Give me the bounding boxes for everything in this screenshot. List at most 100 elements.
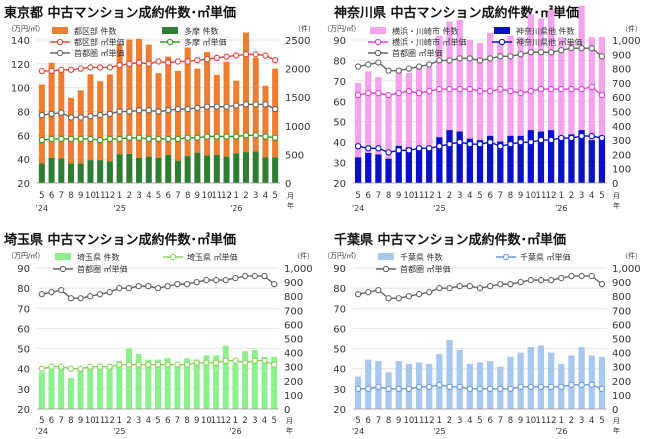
bar-2 — [126, 153, 133, 183]
x-axis-label: 年 — [286, 426, 293, 434]
right-tick-label: 500 — [612, 108, 631, 119]
bar-1 — [375, 77, 382, 155]
left-tick-label: 70 — [333, 304, 346, 315]
bar-1 — [222, 345, 229, 409]
bar-2 — [405, 147, 413, 183]
left-tick-label: 90 — [333, 36, 346, 47]
left-tick-label: 80 — [17, 108, 30, 119]
bar-1 — [446, 339, 453, 409]
line-point-1 — [405, 87, 413, 95]
x-tick-label: 4 — [263, 191, 268, 201]
line-point-2 — [145, 282, 152, 290]
line-point-3 — [385, 67, 392, 74]
line-point-3 — [174, 105, 182, 113]
bar-2 — [497, 141, 504, 183]
line-point-2 — [262, 133, 269, 140]
line-point-2 — [456, 138, 463, 146]
bar-2 — [252, 151, 259, 183]
bar-1 — [547, 352, 555, 409]
line-point-1 — [48, 363, 55, 370]
x-tick-label: 12 — [424, 416, 435, 426]
x-tick-label: 10 — [201, 416, 212, 426]
line-point-1 — [67, 66, 75, 73]
bar-1 — [174, 70, 181, 161]
x-tick-label: 1 — [117, 416, 122, 426]
line-point-3 — [242, 101, 250, 108]
line-point-2 — [558, 274, 565, 282]
line-point-3 — [405, 65, 413, 72]
line-point-1 — [527, 87, 534, 95]
line-point-1 — [193, 359, 200, 366]
year-label: '26 — [229, 427, 241, 434]
line-point-3 — [184, 105, 191, 113]
legend-bar-swatch — [370, 27, 386, 34]
line-point-2 — [213, 133, 220, 140]
line-point-2 — [415, 145, 423, 152]
line-point-2 — [87, 135, 94, 143]
bar-2 — [476, 140, 484, 183]
line-point-2 — [271, 280, 278, 288]
line-point-1 — [58, 66, 65, 73]
line-point-1 — [164, 361, 171, 368]
left-unit-label: （万円/㎡） — [7, 25, 44, 33]
bar-2 — [184, 156, 191, 183]
x-tick-label: 2 — [242, 416, 247, 426]
bar-2 — [77, 163, 84, 183]
left-tick-label: 40 — [333, 365, 346, 376]
bar-2 — [87, 160, 94, 183]
line-point-3 — [547, 49, 555, 56]
bar-2 — [272, 157, 279, 183]
right-tick-label: 0 — [285, 179, 291, 190]
line-point-1 — [365, 89, 372, 97]
x-tick-label: 9 — [78, 416, 83, 426]
bar-2 — [145, 156, 152, 183]
bar-2 — [155, 157, 162, 183]
x-axis-label: 月 — [287, 192, 294, 200]
x-tick-label: 1 — [437, 191, 442, 201]
line-point-2 — [261, 272, 268, 280]
x-tick-label: 8 — [185, 191, 190, 201]
line-point-1 — [598, 385, 606, 393]
right-tick-label: 300 — [612, 363, 631, 374]
legend-label: 横浜・川崎市 ㎡単価 — [392, 37, 467, 47]
x-tick-label: 6 — [166, 191, 171, 201]
line-point-2 — [38, 136, 46, 144]
line-point-1 — [97, 64, 104, 71]
chart-title: 埼玉県 中古マンション成約件数･㎡単価 — [4, 232, 236, 248]
bar-1 — [395, 361, 402, 409]
line-point-2 — [578, 272, 585, 280]
legend-line-marker — [502, 253, 510, 261]
bar-2 — [527, 130, 534, 183]
left-tick-label: 40 — [333, 138, 346, 149]
x-tick-label: 12 — [104, 191, 115, 201]
year-label: '25 — [433, 427, 445, 434]
line-point-3 — [97, 111, 104, 119]
bar-1 — [213, 355, 220, 409]
line-point-3 — [354, 63, 362, 70]
x-tick-label: 8 — [386, 416, 391, 426]
x-tick-label: 2 — [447, 416, 452, 426]
line-point-3 — [155, 108, 162, 115]
bar-1 — [426, 67, 433, 148]
right-tick-label: 0 — [284, 405, 290, 416]
line-point-1 — [194, 57, 201, 64]
line-point-2 — [517, 138, 524, 146]
line-point-1 — [223, 53, 230, 60]
legend-label: 都区部 件数 — [74, 26, 117, 36]
x-tick-label: 8 — [508, 191, 513, 201]
line-point-2 — [547, 276, 555, 284]
x-tick-label: 11 — [536, 416, 547, 426]
bar-2 — [568, 134, 575, 183]
x-tick-label: 4 — [589, 191, 594, 201]
bar-1 — [487, 361, 494, 409]
line-point-1 — [558, 85, 565, 93]
line-point-2 — [507, 141, 514, 148]
line-point-2 — [145, 135, 152, 143]
line-point-1 — [365, 385, 372, 393]
x-tick-label: 8 — [386, 191, 391, 201]
x-tick-label: 3 — [136, 191, 141, 201]
left-tick-label: 40 — [17, 155, 30, 166]
line-point-1 — [184, 58, 191, 65]
line-point-1 — [456, 85, 463, 93]
